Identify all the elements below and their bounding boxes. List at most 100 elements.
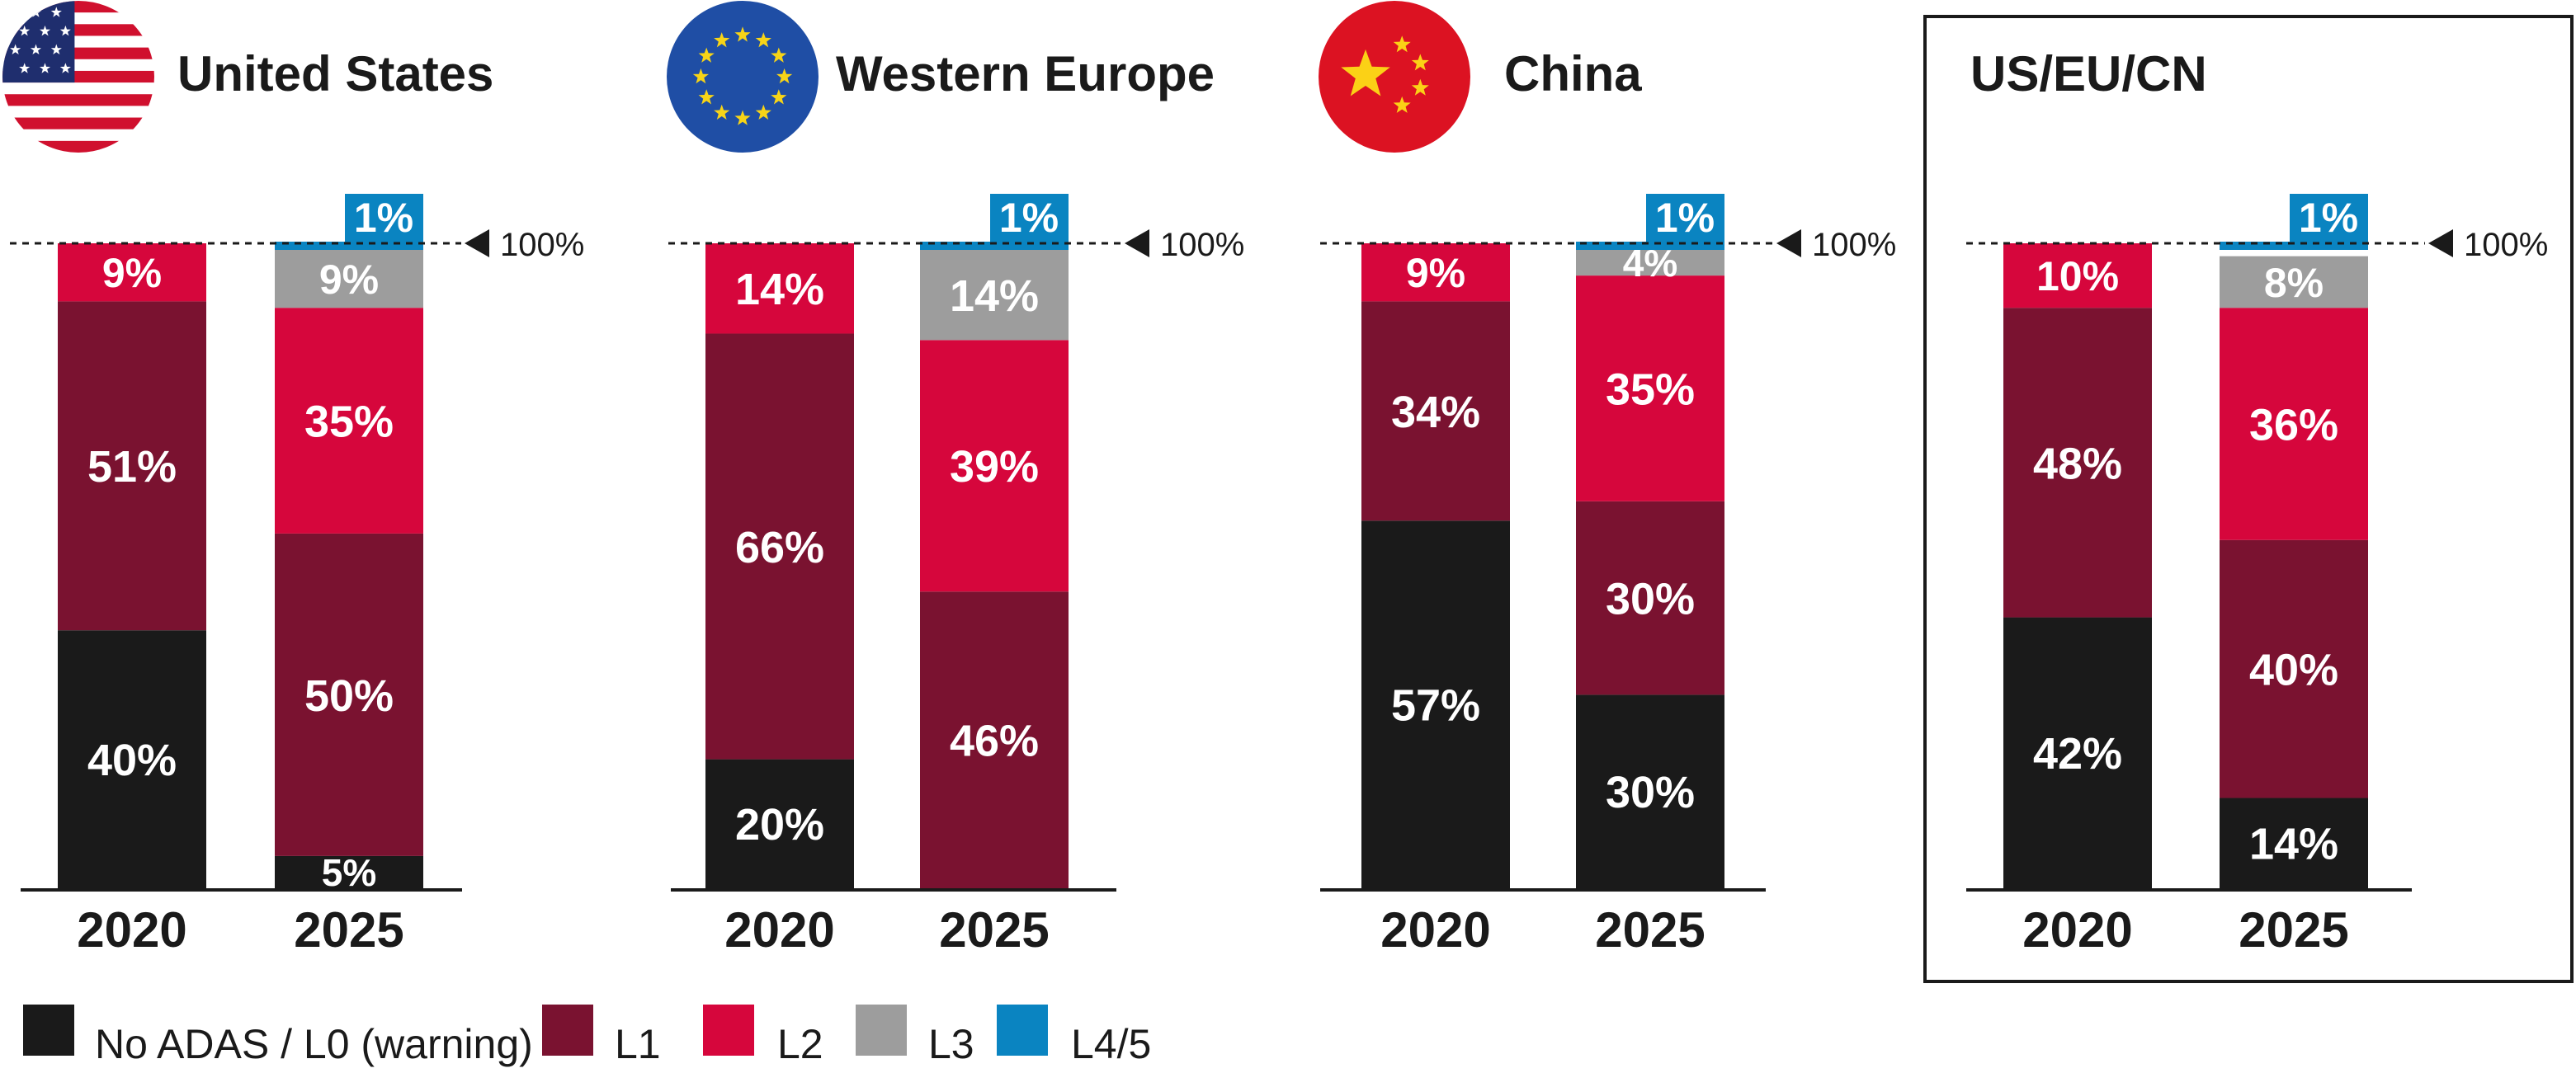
data-label: 30% — [1606, 768, 1695, 817]
reference-label: 100% — [500, 227, 584, 263]
data-label: 1% — [354, 195, 413, 241]
bar-segment-l2 — [705, 243, 854, 334]
bar-segment-no-adas-l0-warning — [705, 759, 854, 888]
bar-segment-l3 — [275, 249, 423, 308]
data-label: 39% — [950, 442, 1039, 492]
data-label: 20% — [735, 800, 824, 849]
data-label: 42% — [2033, 729, 2122, 779]
bar-segment-l1 — [2003, 308, 2152, 618]
data-label: 9% — [1406, 250, 1465, 296]
l45-label-tab — [2290, 194, 2368, 245]
reference-arrow-icon — [1776, 229, 1801, 257]
bar-segment-l2 — [275, 308, 423, 534]
reference-arrow-icon — [465, 229, 489, 257]
bar-segment-l1 — [705, 333, 854, 760]
category-label: 2020 — [2022, 902, 2132, 958]
data-label: 10% — [2036, 253, 2119, 299]
data-label: 8% — [2264, 260, 2324, 306]
bar-segment-l3 — [2220, 256, 2368, 308]
reference-label: 100% — [2464, 227, 2548, 263]
panel-title: United States — [177, 46, 493, 101]
bar-segment-l1 — [58, 301, 206, 631]
legend-label-l0: No ADAS / L0 (warning) — [95, 1021, 533, 1067]
data-label: 36% — [2249, 400, 2338, 449]
data-label: 51% — [87, 442, 177, 492]
data-label: 35% — [304, 397, 394, 446]
bar-segment-l2 — [1576, 275, 1724, 501]
data-label: 1% — [1655, 195, 1715, 241]
bar-segment-l1 — [920, 591, 1069, 888]
bar-segment-l1 — [1361, 301, 1510, 521]
data-label: 40% — [2249, 646, 2338, 695]
bar-segment-l2 — [2003, 243, 2152, 308]
category-label: 2025 — [2239, 902, 2348, 958]
bar-segment-l3 — [920, 249, 1069, 341]
legend-label-l3: L3 — [928, 1021, 974, 1067]
data-label: 66% — [735, 523, 824, 572]
panel-title: US/EU/CN — [1970, 46, 2207, 101]
legend: No ADAS / L0 (warning) L1 L2 L3 L4/5 — [23, 1005, 1151, 1067]
bar-segment-l2 — [920, 340, 1069, 592]
l45-label-tab — [345, 194, 423, 245]
bar-segment-l4-5 — [920, 242, 1069, 250]
bar-segment-l1 — [2220, 539, 2368, 798]
data-label: 34% — [1391, 388, 1480, 437]
legend-label-l45: L4/5 — [1071, 1021, 1151, 1067]
bar-segment-no-adas-l0-warning — [1361, 520, 1510, 888]
category-label: 2020 — [724, 902, 834, 958]
bar-segment-no-adas-l0-warning — [2003, 617, 2152, 888]
data-label: 57% — [1391, 681, 1480, 731]
category-label: 2025 — [1595, 902, 1705, 958]
data-label: 9% — [102, 250, 162, 296]
bar-segment-l4-5 — [1576, 242, 1724, 250]
panel-united-states: United States 40% 51% 9% 2020 5% 50% 35% 9% 1% 202… — [2, 1, 584, 958]
reference-label: 100% — [1160, 227, 1244, 263]
data-label: 1% — [999, 195, 1059, 241]
bar-segment-l4-5 — [275, 242, 423, 250]
legend-swatch-l2 — [703, 1005, 754, 1056]
bar-segment-l1 — [1576, 501, 1724, 695]
data-label: 14% — [950, 271, 1039, 321]
reference-arrow-icon — [1125, 229, 1149, 257]
category-label: 2020 — [77, 902, 186, 958]
l45-label-tab — [990, 194, 1069, 245]
legend-swatch-l0 — [23, 1005, 74, 1056]
data-label: 48% — [2033, 439, 2122, 488]
data-label: 1% — [2299, 195, 2358, 241]
bar-segment-no-adas-l0-warning — [58, 630, 206, 888]
combined-panel-box — [1923, 15, 2574, 983]
data-label: 50% — [304, 671, 394, 721]
bar-segment-l2 — [2220, 308, 2368, 540]
panel-title: Western Europe — [836, 46, 1215, 101]
data-label: 5% — [322, 851, 376, 894]
bar-segment-l2 — [1361, 243, 1510, 302]
category-label: 2025 — [294, 902, 403, 958]
legend-swatch-l45 — [997, 1005, 1048, 1056]
legend-swatch-l1 — [542, 1005, 593, 1056]
data-label: 9% — [319, 256, 379, 303]
category-label: 2025 — [939, 902, 1049, 958]
bar-segment-l3 — [1576, 249, 1724, 276]
data-label: 14% — [735, 265, 824, 314]
bar-segment-l4-5 — [2220, 242, 2368, 250]
panel-title: China — [1504, 46, 1642, 101]
legend-label-l2: L2 — [777, 1021, 823, 1067]
legend-label-l1: L1 — [615, 1021, 661, 1067]
us-flag-icon — [2, 1, 154, 153]
data-label: 30% — [1606, 575, 1695, 624]
data-label: 46% — [950, 717, 1039, 766]
bar-segment-no-adas-l0-warning — [1576, 694, 1724, 888]
bar-segment-no-adas-l0-warning — [2220, 798, 2368, 888]
data-label: 35% — [1606, 365, 1695, 414]
bar-segment-l1 — [275, 533, 423, 856]
panel-us-eu-cn: US/EU/CN 42% 48% 10% 2020 14% 40% 36% 8% 1% 2025 10… — [1966, 46, 2548, 958]
category-label: 2020 — [1380, 902, 1490, 958]
data-label: 14% — [2249, 820, 2338, 869]
bar-segment-l2 — [58, 243, 206, 302]
l45-label-tab — [1646, 194, 1724, 245]
reference-arrow-icon — [2428, 229, 2453, 257]
bar-segment-no-adas-l0-warning — [275, 855, 423, 888]
